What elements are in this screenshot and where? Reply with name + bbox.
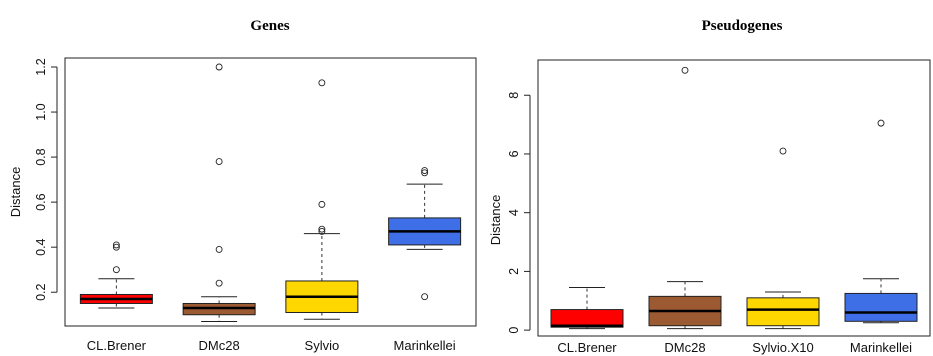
y-tick-label: 0 <box>507 327 521 334</box>
outlier-point <box>318 79 326 87</box>
x-tick-label: DMc28 <box>664 340 705 355</box>
y-tick-label: 6 <box>507 150 521 157</box>
x-tick-label: Marinkellei <box>394 338 456 353</box>
chart-title: Pseudogenes <box>702 18 783 34</box>
outlier-point <box>215 158 223 166</box>
box-dmc28 <box>182 63 256 322</box>
box-marinkellei <box>844 119 918 324</box>
outlier-point <box>112 243 120 251</box>
x-tick-label: Marinkellei <box>850 340 912 355</box>
outlier-point <box>318 225 326 233</box>
x-tick-label: DMc28 <box>199 338 240 353</box>
outlier-point <box>215 63 223 71</box>
pseudogenes-panel: Pseudogenes Distance 0 2 4 6 8 CL.Brener DMc2… <box>488 18 931 355</box>
y-axis-label: Distance <box>8 167 23 218</box>
iqr-box <box>746 297 820 327</box>
outlier-point <box>681 66 689 74</box>
outlier-point <box>112 241 120 249</box>
y-tick-label: 0.8 <box>34 148 48 165</box>
x-tick-label: CL.Brener <box>557 340 617 355</box>
y-tick-label: 1.2 <box>34 58 48 75</box>
box-series <box>79 63 462 322</box>
y-axis-label: Distance <box>488 195 503 246</box>
outlier-point <box>421 167 429 175</box>
y-tick-label: 0.2 <box>34 283 48 300</box>
outlier-point <box>318 227 326 235</box>
iqr-box <box>550 309 624 328</box>
x-tick-label: CL.Brener <box>87 338 147 353</box>
y-tick-label: 4 <box>507 209 521 216</box>
y-axis: 0 2 4 6 8 <box>507 92 531 334</box>
outlier-point <box>215 245 223 253</box>
y-tick-label: 8 <box>507 92 521 99</box>
box-sylvio-x10 <box>746 147 820 330</box>
box-cl-brener <box>550 287 624 330</box>
x-tick-label: Sylvio.X10 <box>752 340 813 355</box>
genes-panel: Genes Distance 0.2 0.4 0.6 0.8 1.0 1.2 CL.Bre… <box>8 18 477 353</box>
x-tick-label: Sylvio <box>305 338 340 353</box>
x-axis: CL.Brener DMc28 Sylvio.X10 Marinkellei <box>557 340 912 355</box>
y-axis: 0.2 0.4 0.6 0.8 1.0 1.2 <box>34 58 58 301</box>
y-tick-label: 0.6 <box>34 193 48 210</box>
plot-frame <box>64 57 477 327</box>
outlier-point <box>318 200 326 208</box>
y-tick-label: 1.0 <box>34 103 48 120</box>
outlier-point <box>779 147 787 155</box>
outlier-point <box>112 266 120 274</box>
box-cl-brener <box>79 241 153 309</box>
y-tick-label: 0.4 <box>34 238 48 255</box>
box-sylvio <box>285 79 359 320</box>
box-marinkellei <box>388 167 462 301</box>
y-tick-label: 2 <box>507 268 521 275</box>
plot-frame <box>537 59 931 337</box>
x-axis: CL.Brener DMc28 Sylvio Marinkellei <box>87 338 456 353</box>
box-series <box>550 66 918 330</box>
box-dmc28 <box>648 66 722 330</box>
outlier-point <box>421 169 429 177</box>
outlier-point <box>215 279 223 287</box>
outlier-point <box>877 119 885 127</box>
outlier-point <box>421 293 429 301</box>
chart-title: Genes <box>250 18 289 34</box>
iqr-box <box>844 292 918 322</box>
